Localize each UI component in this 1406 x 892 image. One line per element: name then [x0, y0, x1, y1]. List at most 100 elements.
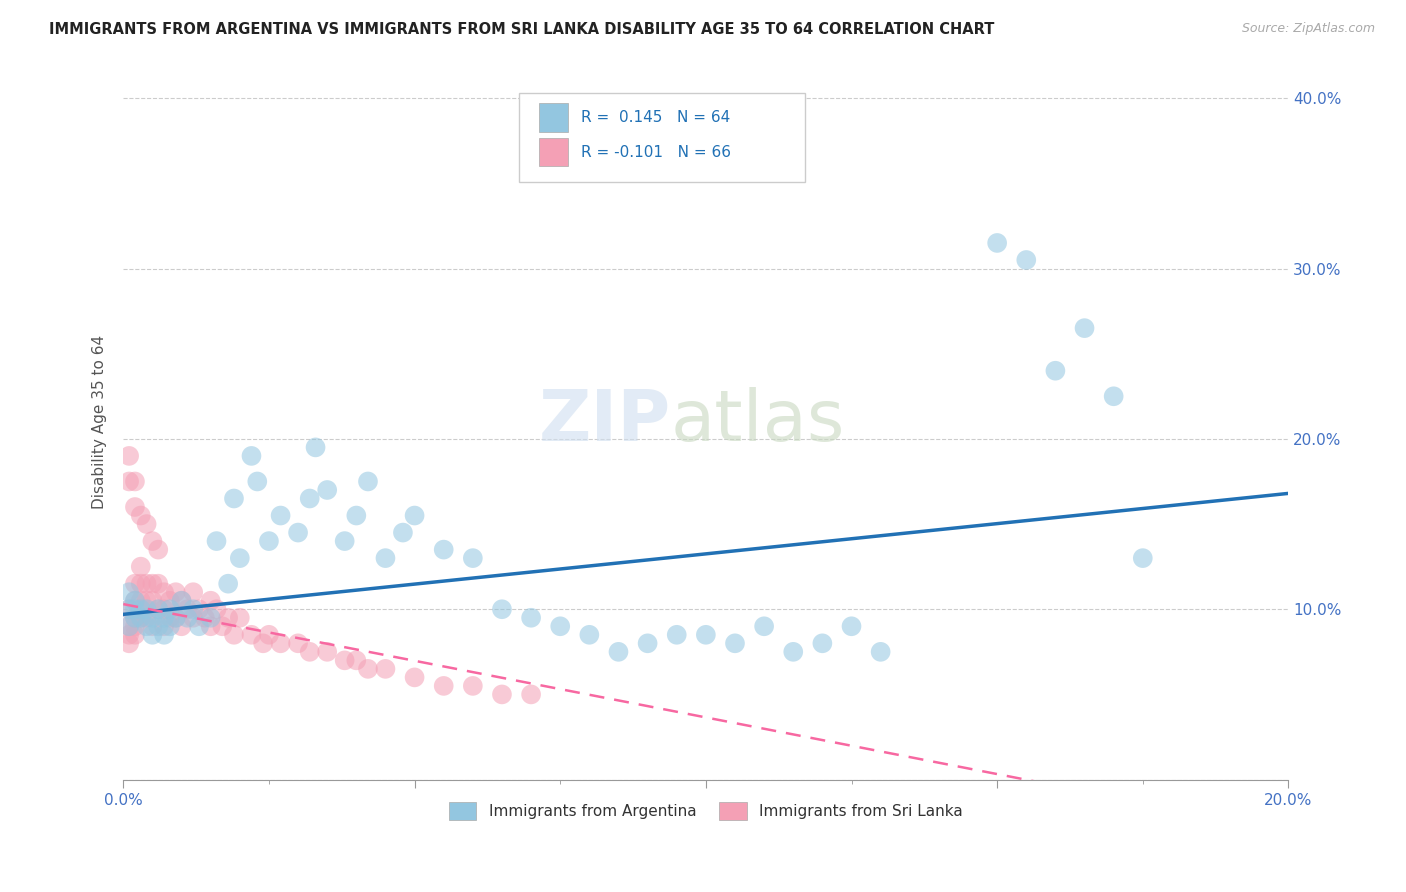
Point [404, 670, 426, 684]
Point [246, 475, 269, 489]
Point [205, 534, 228, 549]
Point [200, 611, 222, 625]
Point [153, 611, 176, 625]
Point [118, 449, 141, 463]
Point [135, 593, 157, 607]
Point [124, 611, 146, 625]
Point [124, 593, 146, 607]
Point [148, 602, 170, 616]
Point [298, 645, 321, 659]
Point [841, 619, 863, 633]
Point [176, 602, 198, 616]
Point [222, 491, 245, 506]
Point [165, 611, 187, 625]
Point [270, 636, 292, 650]
Text: ZIP: ZIP [538, 387, 671, 457]
Text: IMMIGRANTS FROM ARGENTINA VS IMMIGRANTS FROM SRI LANKA DISABILITY AGE 35 TO 64 C: IMMIGRANTS FROM ARGENTINA VS IMMIGRANTS … [49, 22, 994, 37]
Point [1045, 364, 1067, 378]
Point [211, 619, 233, 633]
Point [118, 602, 141, 616]
Point [141, 611, 163, 625]
Point [141, 619, 163, 633]
Point [129, 611, 152, 625]
Text: Source: ZipAtlas.com: Source: ZipAtlas.com [1241, 22, 1375, 36]
Point [229, 611, 252, 625]
Point [1132, 551, 1154, 566]
Y-axis label: Disability Age 35 to 64: Disability Age 35 to 64 [93, 334, 107, 509]
Point [869, 645, 891, 659]
Point [316, 483, 339, 497]
Point [181, 585, 204, 599]
Point [637, 636, 659, 650]
Point [148, 542, 170, 557]
Point [170, 593, 193, 607]
Point [222, 628, 245, 642]
Point [181, 611, 204, 625]
Point [141, 593, 163, 607]
Point [404, 508, 426, 523]
FancyBboxPatch shape [540, 103, 568, 132]
Point [240, 628, 263, 642]
Point [520, 611, 543, 625]
Point [578, 628, 600, 642]
Point [159, 602, 181, 616]
Point [316, 645, 339, 659]
Point [491, 687, 513, 701]
Point [148, 602, 170, 616]
Point [1102, 389, 1125, 403]
Point [357, 662, 380, 676]
Point [188, 619, 211, 633]
Point [240, 449, 263, 463]
Point [200, 619, 222, 633]
Point [176, 611, 198, 625]
Point [270, 508, 292, 523]
Point [165, 611, 187, 625]
Point [252, 636, 274, 650]
Point [229, 551, 252, 566]
Point [118, 636, 141, 650]
Point [374, 551, 396, 566]
Point [194, 611, 217, 625]
Point [695, 628, 717, 642]
Point [124, 602, 146, 616]
Point [118, 619, 141, 633]
Point [344, 508, 367, 523]
Point [124, 619, 146, 633]
FancyBboxPatch shape [540, 137, 568, 167]
Point [188, 602, 211, 616]
Point [135, 602, 157, 616]
Point [135, 576, 157, 591]
Point [159, 619, 181, 633]
Point [124, 593, 146, 607]
Point [141, 534, 163, 549]
Text: R = -0.101   N = 66: R = -0.101 N = 66 [581, 145, 731, 160]
Point [141, 576, 163, 591]
Point [461, 551, 484, 566]
Point [392, 525, 415, 540]
Point [298, 491, 321, 506]
Point [170, 619, 193, 633]
Point [287, 636, 309, 650]
Point [520, 687, 543, 701]
Point [118, 585, 141, 599]
Point [344, 653, 367, 667]
Point [129, 611, 152, 625]
Point [153, 619, 176, 633]
Point [129, 602, 152, 616]
Point [129, 559, 152, 574]
Text: R =  0.145   N = 64: R = 0.145 N = 64 [581, 111, 731, 125]
Point [257, 534, 280, 549]
Point [124, 611, 146, 625]
Point [333, 653, 356, 667]
Point [374, 662, 396, 676]
Point [433, 542, 456, 557]
Point [491, 602, 513, 616]
Point [304, 441, 326, 455]
Point [141, 628, 163, 642]
Point [986, 235, 1008, 250]
Point [1073, 321, 1095, 335]
Point [153, 628, 176, 642]
Point [811, 636, 834, 650]
Point [752, 619, 775, 633]
Point [217, 611, 239, 625]
